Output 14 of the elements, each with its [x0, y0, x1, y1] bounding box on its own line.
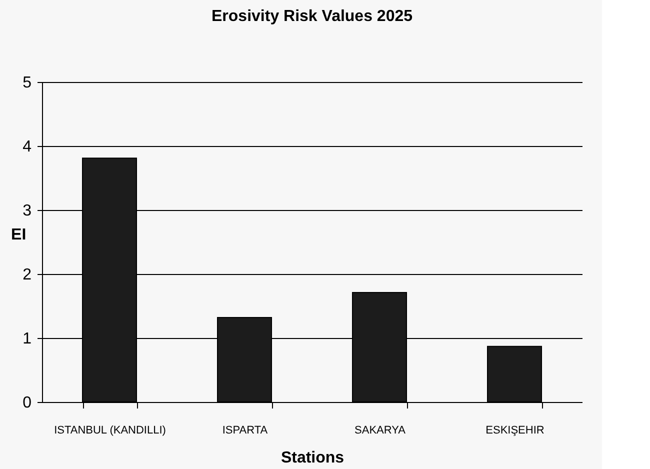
x-axis-title: Stations — [280, 450, 344, 466]
x-tick-label: ESKIŞEHIR — [486, 424, 544, 436]
bar — [487, 346, 542, 402]
x-tick-label: ISTANBUL (KANDILLI) — [54, 424, 166, 436]
x-tick-label: SAKARYA — [354, 424, 406, 436]
y-tick-label: 4 — [22, 138, 32, 156]
y-tick-label: 0 — [22, 394, 32, 412]
x-tick-label: ISPARTA — [222, 424, 268, 436]
y-tick-label: 3 — [22, 202, 32, 220]
y-tick-label: 5 — [22, 74, 32, 92]
y-axis-title: EI — [11, 226, 26, 244]
chart-title: Erosivity Risk Values 2025 — [211, 8, 413, 25]
y-tick-label: 1 — [22, 330, 32, 348]
y-tick-label: 2 — [22, 266, 32, 284]
